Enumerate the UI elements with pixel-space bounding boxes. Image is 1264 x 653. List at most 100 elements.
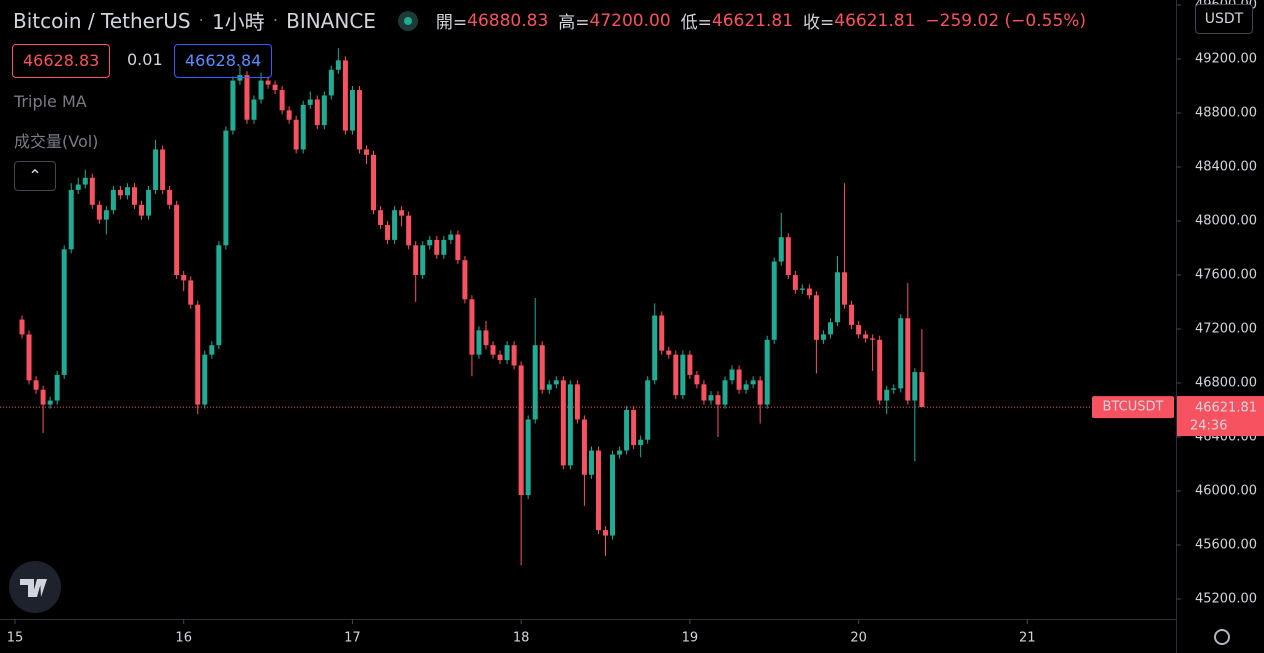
x-tick-label: 19 <box>682 631 699 646</box>
candle-body <box>82 177 88 185</box>
candle-body <box>708 395 714 401</box>
candle-body <box>581 419 587 475</box>
candle-body <box>300 104 306 150</box>
candle-body <box>385 225 391 240</box>
symbol-tag-label: BTCUSDT <box>1103 400 1164 415</box>
collapse-button[interactable]: ⌃ <box>14 161 56 191</box>
candle-body <box>265 80 271 85</box>
candle-body <box>399 210 405 216</box>
candle-body <box>729 369 735 381</box>
candle-body <box>40 389 46 405</box>
candle-body <box>610 454 616 536</box>
candle-body <box>272 84 278 91</box>
candle-body <box>89 177 95 205</box>
candle-body <box>117 189 123 196</box>
candle-body <box>75 184 81 190</box>
currency-button[interactable]: USDT <box>1195 4 1253 34</box>
candle-body <box>356 90 362 150</box>
candle-body <box>617 450 623 455</box>
candle-body <box>546 384 552 390</box>
y-tick-label: 47200.00 <box>1195 322 1257 337</box>
candle-body <box>174 204 180 276</box>
candle-body <box>757 380 763 405</box>
y-tick-label: 49200.00 <box>1195 51 1257 66</box>
candle-body <box>574 384 580 420</box>
x-tick-label: 16 <box>175 631 192 646</box>
candle-body <box>188 280 194 305</box>
candle-body <box>624 410 630 451</box>
logo-mark <box>20 579 47 597</box>
candle-body <box>849 304 855 325</box>
candle-body <box>286 110 292 120</box>
candle-body <box>307 99 313 105</box>
sell-button[interactable]: 46628.83 <box>12 44 111 78</box>
candle-body <box>153 149 159 190</box>
candle-body <box>884 389 890 401</box>
candle-body <box>863 334 869 339</box>
candle-body <box>553 380 559 385</box>
y-tick-label: 48800.00 <box>1195 105 1257 120</box>
candle-body <box>110 189 116 211</box>
sep: · <box>198 10 204 31</box>
status <box>397 10 418 31</box>
ohlc-value: 46621.81 <box>711 10 794 31</box>
indicator[interactable]: 成交量(Vol) <box>14 132 99 151</box>
candle-body <box>195 304 201 405</box>
indicator[interactable]: Triple MA <box>14 92 87 111</box>
candle-body <box>490 345 496 355</box>
candle-body <box>715 395 721 405</box>
candle-body <box>820 334 826 340</box>
settings[interactable] <box>1214 629 1230 645</box>
candle-body <box>61 249 67 375</box>
x-tick-label: 21 <box>1019 631 1036 646</box>
candle-body <box>469 299 475 355</box>
candle-body <box>181 275 187 281</box>
candle-body <box>167 189 173 205</box>
ohlc-value: 47200.00 <box>589 10 671 31</box>
interval[interactable]: 1小時 <box>211 10 265 34</box>
candle-body <box>919 372 925 408</box>
candle-body <box>378 210 384 226</box>
candle-body <box>905 318 911 401</box>
candle-body <box>476 330 482 355</box>
candle-body <box>124 187 130 196</box>
candle-body <box>666 350 672 355</box>
candle-body <box>202 354 208 405</box>
candle-body <box>96 204 102 220</box>
y-tick-label: 47600.00 <box>1195 268 1257 283</box>
candle-body <box>898 318 904 389</box>
candle-body <box>771 261 777 340</box>
candle-body <box>363 149 369 155</box>
candle-body <box>870 338 876 340</box>
candle-body <box>631 410 637 446</box>
y-tick-label: 46000.00 <box>1195 484 1257 499</box>
ohlc-label: 低= <box>680 13 712 33</box>
candle-body <box>799 288 805 290</box>
candle-body <box>743 384 749 390</box>
ohlc-value: 46880.83 <box>467 10 549 31</box>
symbol-tag <box>1092 396 1174 419</box>
candle-body <box>406 215 412 246</box>
candle-body <box>258 80 264 100</box>
plot <box>19 48 925 566</box>
x-tick-label: 17 <box>344 631 361 646</box>
symbol[interactable]: Bitcoin / TetherUS <box>13 8 191 33</box>
candle-body <box>511 345 517 366</box>
candle-body <box>146 189 152 216</box>
candle-body <box>392 210 398 240</box>
candle-body <box>371 154 377 211</box>
candle-body <box>638 439 644 446</box>
candle-body <box>413 245 419 276</box>
candle-body <box>673 354 679 396</box>
candle-body <box>26 334 32 381</box>
candle-body <box>834 272 840 323</box>
candle-body <box>293 119 299 150</box>
candle-body <box>420 245 426 276</box>
candle-body <box>856 324 862 335</box>
x-tick-label: 18 <box>513 631 530 646</box>
candle-body <box>750 380 756 385</box>
candle-body <box>539 345 545 390</box>
buy-button[interactable]: 46628.84 <box>174 44 273 78</box>
candle-body <box>68 189 74 250</box>
